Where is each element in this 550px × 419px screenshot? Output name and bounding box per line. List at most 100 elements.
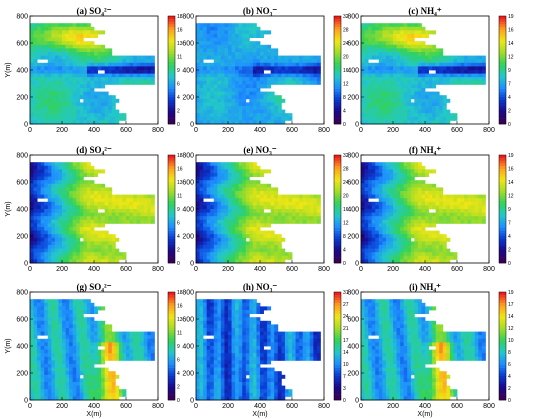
heatmap-cell <box>313 59 318 64</box>
panel: (g) SO₄²⁻0 200 400 600 8000200400600800Y(m)X… <box>5 282 183 418</box>
heatmap-cell <box>40 302 45 307</box>
heatmap-cell <box>238 34 243 38</box>
heatmap-cell <box>224 88 229 92</box>
heatmap-cell <box>378 30 383 35</box>
x-tick-label: 400 <box>419 266 431 273</box>
heatmap-cell <box>37 237 42 242</box>
heatmap-cell <box>58 80 63 85</box>
heatmap-cell <box>245 120 250 125</box>
heatmap-cell <box>242 241 247 246</box>
heatmap-cell <box>65 194 70 199</box>
heatmap-cell <box>417 219 422 224</box>
heatmap-cell <box>47 44 52 49</box>
heatmap-cell <box>143 198 148 203</box>
heatmap-cell <box>104 59 109 64</box>
heatmap-cell <box>133 205 138 210</box>
heatmap-cell <box>446 109 451 114</box>
heatmap-cell <box>217 180 222 185</box>
heatmap-cell <box>361 59 365 64</box>
heatmap-cell <box>274 194 279 199</box>
heatmap-cell <box>449 198 454 203</box>
heatmap-cell <box>115 198 120 203</box>
colorbar-tick-label: 16 <box>343 68 349 74</box>
heatmap-cell <box>378 237 383 242</box>
heatmap-cell <box>410 77 415 82</box>
heatmap-cell <box>442 55 447 60</box>
heatmap-cell <box>90 245 95 249</box>
colorbar-segment <box>499 56 506 60</box>
heatmap-cell <box>213 77 218 82</box>
heatmap-cell <box>69 324 74 329</box>
heatmap-cell <box>235 52 240 56</box>
heatmap-cell <box>242 255 247 260</box>
heatmap-cell <box>467 209 472 213</box>
heatmap-cell <box>393 77 397 82</box>
heatmap-cell <box>382 162 387 167</box>
heatmap-cell <box>292 80 296 85</box>
heatmap-cell <box>263 255 268 260</box>
heatmap-cell <box>62 335 66 340</box>
heatmap-cell <box>217 41 222 46</box>
heatmap-cell <box>284 212 289 217</box>
heatmap-cell <box>220 191 225 195</box>
heatmap-cell <box>435 52 440 56</box>
heatmap-cell <box>231 66 236 71</box>
heatmap-cell <box>210 255 215 260</box>
heatmap-cell <box>385 245 390 249</box>
heatmap-cell <box>378 98 383 103</box>
heatmap-cell <box>90 116 95 121</box>
heatmap-cell <box>361 88 365 92</box>
heatmap-cell <box>111 55 116 60</box>
heatmap-cell <box>94 198 98 203</box>
heatmap-cell <box>446 73 451 78</box>
heatmap-cell <box>58 88 63 92</box>
heatmap-cell <box>228 209 232 213</box>
heatmap-cell <box>439 191 444 195</box>
heatmap-cell <box>206 216 211 221</box>
heatmap-cell <box>245 245 250 249</box>
heatmap-cell <box>449 59 454 64</box>
heatmap-cell <box>203 102 208 107</box>
heatmap-cell <box>410 23 415 28</box>
heatmap-cell <box>62 84 66 89</box>
colorbar-segment <box>334 56 341 60</box>
heatmap-cell <box>400 241 405 246</box>
heatmap-cell <box>382 191 387 195</box>
colorbar-segment <box>334 217 341 221</box>
heatmap-cell <box>72 98 77 103</box>
y-tick-label: 0 <box>190 261 194 268</box>
heatmap-cell <box>385 230 390 235</box>
heatmap-cell <box>238 116 243 121</box>
heatmap-cell <box>403 41 408 46</box>
colorbar-frame <box>498 154 507 264</box>
heatmap-cell <box>51 44 56 49</box>
heatmap-cell <box>90 113 95 118</box>
heatmap-cell <box>364 230 369 235</box>
heatmap-cell <box>203 183 208 188</box>
heatmap-cell <box>400 173 405 177</box>
heatmap-cell <box>481 73 486 78</box>
heatmap-cell <box>414 116 419 121</box>
heatmap-cell <box>467 62 472 67</box>
heatmap-cell <box>224 26 229 31</box>
heatmap-cell <box>316 59 321 64</box>
heatmap-cell <box>235 176 240 181</box>
heatmap-cell <box>306 209 311 213</box>
heatmap-cell <box>150 201 155 206</box>
heatmap-cell <box>407 109 412 114</box>
heatmap-cell <box>40 48 45 53</box>
heatmap-cell <box>235 48 240 53</box>
heatmap-cell <box>403 84 408 89</box>
heatmap-cell <box>263 169 268 174</box>
heatmap-cell <box>196 194 200 199</box>
heatmap-cell <box>260 198 264 203</box>
heatmap-cell <box>467 212 472 217</box>
heatmap-cell <box>40 106 45 110</box>
heatmap-cell <box>147 73 152 78</box>
heatmap-cell <box>378 106 383 110</box>
heatmap-cell <box>371 227 376 231</box>
heatmap-cell <box>111 212 116 217</box>
heatmap-cell <box>224 183 229 188</box>
heatmap-cell <box>217 95 222 100</box>
heatmap-cell <box>228 26 232 31</box>
